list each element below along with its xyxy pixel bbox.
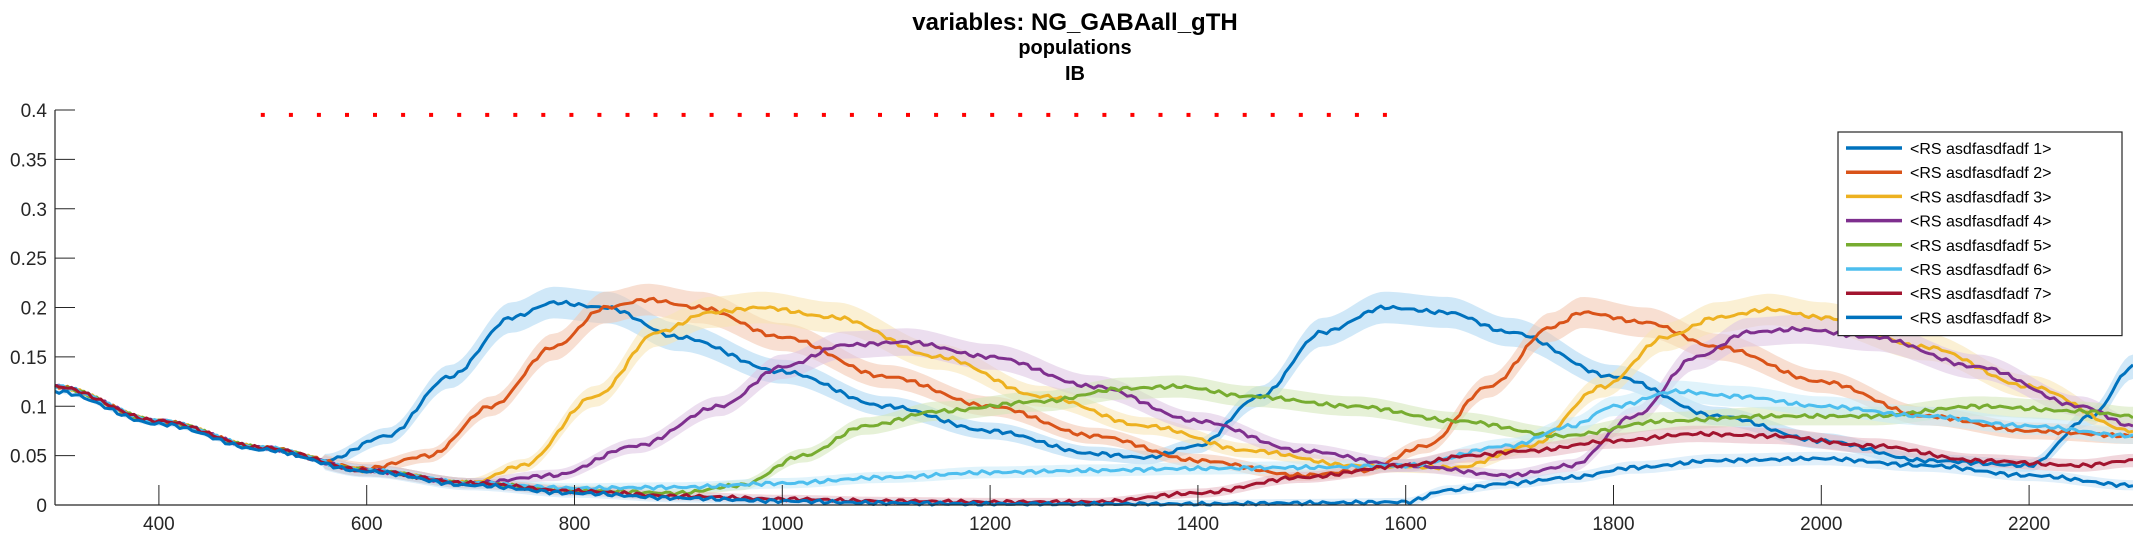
x-tick-label: 600 xyxy=(351,514,383,533)
chart-title: variables: NG_GABAall_gTH xyxy=(912,9,1237,36)
x-tick-label: 1600 xyxy=(1385,514,1427,533)
marker-dot xyxy=(1130,112,1135,117)
x-tick-label: 2200 xyxy=(2008,514,2050,533)
y-tick-label: 0.4 xyxy=(21,101,48,122)
marker-dot xyxy=(1102,112,1107,117)
marker-dot xyxy=(401,112,406,117)
marker-dot xyxy=(849,112,854,117)
marker-dot xyxy=(541,112,546,117)
y-tick-label: 0.1 xyxy=(21,397,47,418)
marker-dot xyxy=(1270,112,1275,117)
legend: <RS asdfasdfadf 1> <RS asdfasdfadf 2> <RS … xyxy=(1837,131,2123,337)
legend-box xyxy=(1837,131,2123,337)
marker-dot xyxy=(821,112,826,117)
x-tick-label: 800 xyxy=(559,514,591,533)
marker-dot xyxy=(681,112,686,117)
marker-dot xyxy=(962,112,967,117)
marker-dot xyxy=(1158,112,1163,117)
legend-entry-4: <RS asdfasdfadf 4> xyxy=(1910,214,2051,231)
legend-entry-8: <RS asdfasdfadf 8> xyxy=(1910,310,2051,327)
marker-dot xyxy=(934,112,939,117)
y-tick-label: 0.3 xyxy=(21,200,47,221)
marker-dot xyxy=(1326,112,1331,117)
marker-dot xyxy=(485,112,490,117)
x-tick-label: 400 xyxy=(143,514,175,533)
x-tick-label: 1800 xyxy=(1592,514,1634,533)
marker-dot xyxy=(1186,112,1191,117)
series-line-8 xyxy=(54,389,2133,507)
x-tick-label: 1000 xyxy=(761,514,803,533)
x-tick-label: 1400 xyxy=(1177,514,1219,533)
marker-dot xyxy=(513,112,518,117)
legend-entry-2: <RS asdfasdfadf 2> xyxy=(1910,165,2051,182)
marker-dot xyxy=(625,112,630,117)
marker-dot xyxy=(765,112,770,117)
chart-subtitle-2: IB xyxy=(1065,63,1085,85)
x-tick-label: 2000 xyxy=(1800,514,1842,533)
marker-dot xyxy=(1074,112,1079,117)
marker-dot xyxy=(1242,112,1247,117)
marker-dot xyxy=(990,112,995,117)
marker-dot xyxy=(1298,112,1303,117)
y-tick-label: 0.35 xyxy=(10,150,47,171)
y-tick-label: 0.15 xyxy=(10,348,47,369)
y-tick-label: 0.2 xyxy=(21,299,47,320)
marker-dot xyxy=(1214,112,1219,117)
marker-dot xyxy=(373,112,377,117)
marker-dot xyxy=(906,112,910,117)
legend-entry-6: <RS asdfasdfadf 6> xyxy=(1910,262,2051,279)
series-line-1 xyxy=(54,299,2133,468)
legend-entry-5: <RS asdfasdfadf 5> xyxy=(1910,238,2051,255)
marker-dot xyxy=(737,112,742,117)
marker-dot xyxy=(1382,112,1387,117)
y-tick-label: 0.25 xyxy=(10,249,47,270)
error-band-6 xyxy=(55,380,2133,494)
marker-dot xyxy=(457,112,462,117)
marker-dot xyxy=(1046,112,1051,117)
marker-row xyxy=(260,112,1387,117)
series-lines xyxy=(54,296,2133,507)
marker-dot xyxy=(569,112,574,117)
marker-dot xyxy=(709,112,714,117)
y-tick-label: 0 xyxy=(36,496,47,517)
marker-dot xyxy=(260,112,265,117)
marker-dot xyxy=(1354,112,1359,117)
marker-dot xyxy=(316,112,321,117)
legend-entry-3: <RS asdfasdfadf 3> xyxy=(1910,189,2051,206)
marker-dot xyxy=(288,112,293,117)
error-band-5 xyxy=(55,375,2133,498)
y-tick-label: 0.05 xyxy=(10,447,47,468)
chart-subtitle-1: populations xyxy=(1018,37,1131,59)
series-line-2 xyxy=(54,296,2133,479)
legend-entry-7: <RS asdfasdfadf 7> xyxy=(1910,286,2051,303)
marker-dot xyxy=(597,112,602,117)
legend-entry-1: <RS asdfasdfadf 1> xyxy=(1910,141,2051,158)
marker-dot xyxy=(429,112,434,117)
marker-dot xyxy=(345,112,349,117)
x-tick-label: 1200 xyxy=(969,514,1011,533)
marker-dot xyxy=(1018,112,1023,117)
marker-dot xyxy=(653,112,658,117)
marker-dot xyxy=(793,112,798,117)
axes: 0 0.05 0.1 0.15 0.2 0.25 0.3 0.35 0.4 400 600 800 10… xyxy=(10,101,2133,533)
marker-dot xyxy=(878,112,882,117)
